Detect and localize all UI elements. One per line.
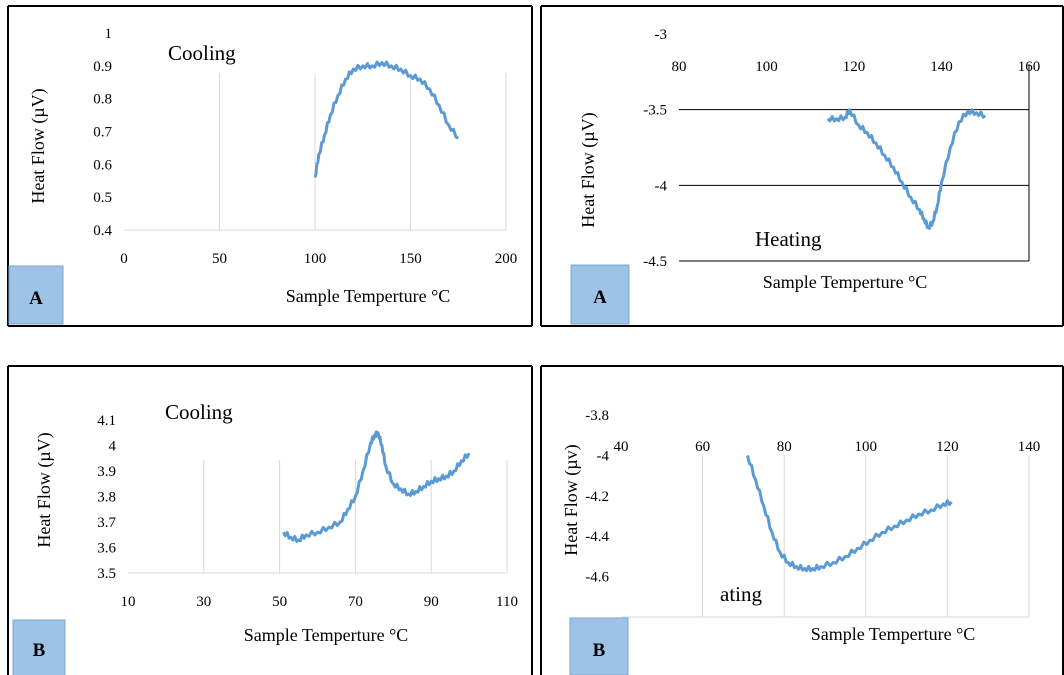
panel-badge [8,265,64,325]
series-line-0 [746,455,953,573]
y-axis-title: Heat Flow (µV) [28,88,49,203]
y-tick-label: -3 [655,27,668,43]
chart-panel-top-right: -3 -3.5 -4 -4.5 80 100 120 140 160 Sample Tempert… [540,5,1064,327]
panel-badge-label: A [593,287,607,308]
chart-panel-bottom-right: -3.8 -4 -4.2 -4.4 -4.6 40 60 80 100 120 140 Sample … [540,365,1064,675]
x-tick-label: 150 [399,251,422,267]
y-tick-label: -4.2 [585,489,609,505]
y-tick-label: -4.5 [643,254,667,270]
panel-badge-label: B [33,640,46,661]
x-tick-label: 100 [755,59,778,75]
y-tick-label: 3.9 [97,464,116,480]
y-tick-label: 3.7 [97,515,116,531]
chart-panel-top-left: 0.4 0.5 0.6 0.7 0.8 0.9 1 0 50 100 150 200 Sample Te… [7,5,533,327]
x-tick-label: 120 [936,439,959,455]
x-tick-label: 100 [855,439,878,455]
x-tick-label: 70 [348,594,363,610]
chart-panel-bottom-left: 3.5 3.6 3.7 3.8 3.9 4 4.1 10 30 50 70 90 110 Sample T… [7,365,533,675]
annotation-label: Cooling [168,41,236,65]
panel-badge-label: A [29,288,43,309]
x-tick-label: 200 [495,251,518,267]
x-tick-label: 80 [777,439,792,455]
y-tick-label: -3.8 [585,408,609,424]
x-tick-label: 40 [614,439,629,455]
y-tick-label: -4.6 [585,570,609,586]
panel-badge [12,619,66,675]
y-axis-title: Heat Flow (µV) [34,432,55,547]
series-line-0 [313,60,459,178]
x-axis-title: Sample Temperture °C [763,272,928,292]
series-line-0 [282,430,471,543]
y-tick-label: -4 [597,448,610,464]
x-tick-label: 10 [121,594,136,610]
y-tick-label: 3.5 [97,566,116,582]
y-tick-label: -4.4 [585,529,609,545]
y-tick-label: 4 [109,439,117,455]
x-tick-label: 140 [1018,439,1041,455]
y-tick-label: 0.8 [93,92,112,108]
panel-badge [570,264,630,325]
x-tick-label: 100 [304,251,327,267]
series-line-0 [826,108,987,230]
annotation-label: Cooling [165,400,233,424]
y-axis-title: Heat Flow (µv) [561,444,582,555]
annotation-label: ating [720,582,762,606]
x-tick-label: 140 [930,59,953,75]
y-tick-label: 0.5 [93,190,112,206]
panel-badge [569,617,629,675]
y-axis-title: Heat Flow (µV) [578,112,599,227]
x-tick-label: 30 [196,594,211,610]
y-tick-label: 0.6 [93,157,112,173]
x-axis-title: Sample Temperture °C [244,625,409,645]
y-tick-label: 0.7 [93,125,112,141]
y-tick-label: 1 [105,26,113,42]
y-tick-label: 0.9 [93,59,112,75]
y-tick-label: 3.8 [97,490,116,506]
y-tick-label: 4.1 [97,413,116,429]
x-tick-label: 160 [1018,59,1041,75]
y-tick-label: 3.6 [97,541,116,557]
panel-badge-label: B [593,640,606,661]
x-tick-label: 110 [496,594,518,610]
y-tick-label: -4 [655,178,668,194]
x-tick-label: 50 [212,251,227,267]
x-tick-label: 0 [120,251,128,267]
x-axis-title: Sample Temperture °C [286,286,451,306]
x-tick-label: 120 [843,59,866,75]
x-axis-title: Sample Temperture °C [811,624,976,644]
x-tick-label: 90 [424,594,439,610]
x-tick-label: 80 [672,59,687,75]
annotation-label: Heating [755,227,822,251]
x-tick-label: 60 [695,439,710,455]
y-tick-label: -3.5 [643,103,667,119]
x-tick-label: 50 [272,594,287,610]
y-tick-label: 0.4 [93,223,112,239]
